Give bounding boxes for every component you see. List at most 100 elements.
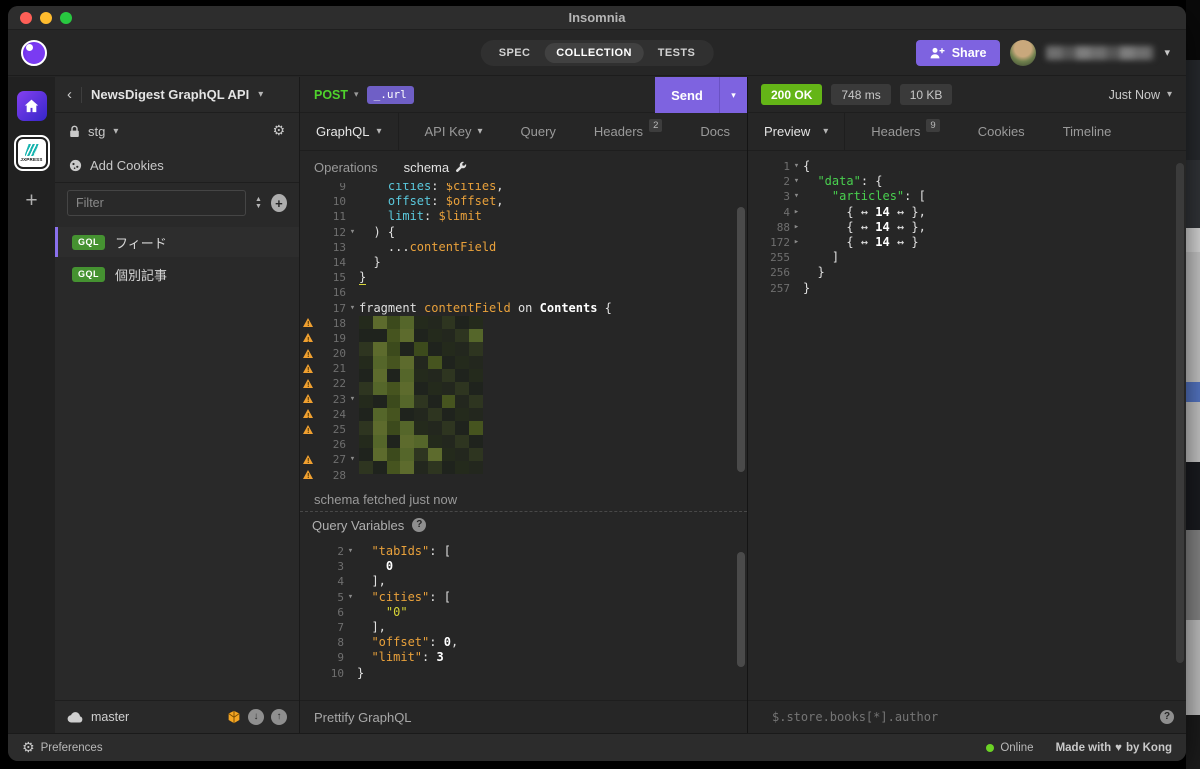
line-number: 13 xyxy=(332,240,346,254)
response-scrollbar[interactable] xyxy=(1176,163,1184,663)
status-code-badge: 200 OK xyxy=(761,84,823,105)
zoom-window-button[interactable] xyxy=(60,11,72,24)
fold-toggle-icon[interactable]: ▾ xyxy=(793,176,800,187)
workspace-caret-icon[interactable]: ▾ xyxy=(258,89,264,100)
tab-query[interactable]: Query xyxy=(520,124,556,139)
response-tab-cookies[interactable]: Cookies xyxy=(977,124,1025,139)
tab-api-key[interactable]: API Key ▾ xyxy=(424,124,483,139)
response-preview[interactable]: 1 ▾{2 ▾ "data": {3 ▾ "articles": [4 ▸ { ↔ 14… xyxy=(748,151,1186,671)
code-line: 172 ▸ { ↔ 14 ↔ } xyxy=(748,235,1186,250)
close-window-button[interactable] xyxy=(20,11,32,24)
app-header: SPEC COLLECTION TESTS Share ▾ xyxy=(8,30,1186,76)
fold-toggle-icon[interactable]: ▸ xyxy=(793,236,800,247)
fold-toggle-icon[interactable]: ▾ xyxy=(793,191,800,202)
response-size-badge: 10 KB xyxy=(899,84,953,105)
response-tab-timeline[interactable]: Timeline xyxy=(1062,124,1112,139)
nav-tab-collection[interactable]: COLLECTION xyxy=(544,42,644,63)
line-number: 5 xyxy=(337,590,344,604)
heart-icon: ♥ xyxy=(1115,741,1122,754)
request-list: GQL フィード GQL 個別記事 xyxy=(55,223,299,291)
graphql-query-editor[interactable]: 9 cities: $cities, 10 offset: $offset, 11 … xyxy=(300,183,747,487)
code-line: 24 xyxy=(300,407,747,422)
request-panel: POST ▾ _.url Send ▾ GraphQL ▾ API Key ▾ Que… xyxy=(300,77,748,733)
line-number: 15 xyxy=(332,271,346,285)
redacted-code-region xyxy=(359,316,483,474)
branch-name[interactable]: master xyxy=(91,710,130,724)
response-filter-input[interactable] xyxy=(772,710,1160,724)
add-cookies-row[interactable]: Add Cookies xyxy=(55,149,299,183)
line-number: 17 xyxy=(332,301,346,315)
line-number: 26 xyxy=(332,438,346,452)
request-tabs: GraphQL ▾ API Key ▾ Query Headers 2 Docs xyxy=(300,113,747,151)
account-avatar[interactable] xyxy=(1010,39,1037,66)
pane-divider[interactable] xyxy=(300,511,747,512)
account-menu-caret-icon[interactable]: ▾ xyxy=(1164,47,1170,59)
environment-caret-icon[interactable]: ▾ xyxy=(113,125,119,137)
environment-name[interactable]: stg xyxy=(88,123,106,139)
add-project-button[interactable]: + xyxy=(25,189,38,212)
tab-docs[interactable]: Docs xyxy=(700,124,730,139)
preferences-button[interactable]: ⚙ Preferences xyxy=(22,739,103,756)
home-button[interactable] xyxy=(16,91,47,121)
project-button-jxpress[interactable]: JXPRESS xyxy=(13,135,50,171)
graphql-subtabs: Operations schema xyxy=(300,151,747,183)
fold-toggle-icon[interactable]: ▾ xyxy=(349,393,356,404)
code-line: 28 xyxy=(300,468,747,483)
nav-tab-tests[interactable]: TESTS xyxy=(657,46,696,59)
add-request-button[interactable]: + xyxy=(270,194,287,212)
sidebar-filter-input[interactable] xyxy=(67,190,246,216)
tab-body-graphql[interactable]: GraphQL ▾ xyxy=(300,113,399,150)
subtab-operations[interactable]: Operations xyxy=(314,159,378,175)
response-tab-headers[interactable]: Headers 9 xyxy=(871,119,940,139)
code-line: 8 "offset": 0, xyxy=(300,635,747,650)
send-options-caret-icon[interactable]: ▾ xyxy=(719,77,747,113)
fold-toggle-icon[interactable]: ▾ xyxy=(347,546,354,556)
send-button[interactable]: Send xyxy=(655,77,719,113)
workspace-settings-gear-icon[interactable]: ⚙ xyxy=(272,123,285,139)
back-chevron-icon[interactable]: ‹ xyxy=(67,86,72,103)
fold-toggle-icon[interactable]: ▸ xyxy=(793,206,800,217)
wrench-icon xyxy=(455,161,467,173)
line-number: 10 xyxy=(330,666,344,680)
tab-headers[interactable]: Headers 2 xyxy=(594,119,663,139)
pull-cloud-icon[interactable]: ↓ xyxy=(248,709,264,725)
method-dropdown[interactable]: POST xyxy=(314,87,349,102)
app-status-bar: ⚙ Preferences Online Made with ♥ by Kong xyxy=(8,733,1186,761)
nav-tab-spec[interactable]: SPEC xyxy=(498,46,531,59)
sort-icon[interactable]: ▲ ▼ xyxy=(255,195,262,210)
fold-toggle-icon[interactable]: ▾ xyxy=(349,454,356,465)
workspace-name[interactable]: NewsDigest GraphQL API xyxy=(91,87,250,102)
line-number: 256 xyxy=(770,266,790,280)
preferences-gear-icon: ⚙ xyxy=(22,739,35,756)
line-number: 28 xyxy=(332,468,346,482)
sync-cube-icon[interactable] xyxy=(227,710,241,724)
fold-toggle-icon[interactable]: ▾ xyxy=(347,591,354,602)
prettify-button[interactable]: Prettify GraphQL xyxy=(300,700,747,733)
variables-scrollbar[interactable] xyxy=(737,552,745,667)
response-history-dropdown[interactable]: Just Now ▾ xyxy=(1108,87,1172,102)
line-number: 16 xyxy=(332,286,346,300)
minimize-window-button[interactable] xyxy=(40,11,52,24)
method-caret-icon[interactable]: ▾ xyxy=(354,89,359,99)
query-variables-help-icon[interactable]: ? xyxy=(412,518,427,532)
url-template-tag[interactable]: _.url xyxy=(366,85,414,104)
editor-scrollbar[interactable] xyxy=(737,207,745,472)
share-button[interactable]: Share xyxy=(915,39,1001,66)
fold-toggle-icon[interactable]: ▸ xyxy=(793,221,800,232)
code-line: 88 ▸ { ↔ 14 ↔ }, xyxy=(748,220,1186,235)
request-list-item[interactable]: GQL フィード xyxy=(55,227,299,257)
code-line: 4 ], xyxy=(300,574,747,589)
fold-toggle-icon[interactable]: ▾ xyxy=(349,226,356,237)
fold-toggle-icon[interactable]: ▾ xyxy=(349,302,356,313)
response-tab-preview[interactable]: Preview ▾ xyxy=(748,113,846,150)
fold-toggle-icon[interactable]: ▾ xyxy=(793,161,800,171)
subtab-schema[interactable]: schema xyxy=(404,160,468,175)
code-line: 19 xyxy=(300,331,747,346)
code-line: 17 ▾ fragment contentField on Contents { xyxy=(300,301,747,316)
divider xyxy=(81,86,82,103)
request-list-item[interactable]: GQL 個別記事 xyxy=(55,259,299,289)
filter-help-icon[interactable]: ? xyxy=(1160,710,1174,724)
line-number: 18 xyxy=(332,316,346,330)
push-cloud-icon[interactable]: ↑ xyxy=(271,709,287,725)
